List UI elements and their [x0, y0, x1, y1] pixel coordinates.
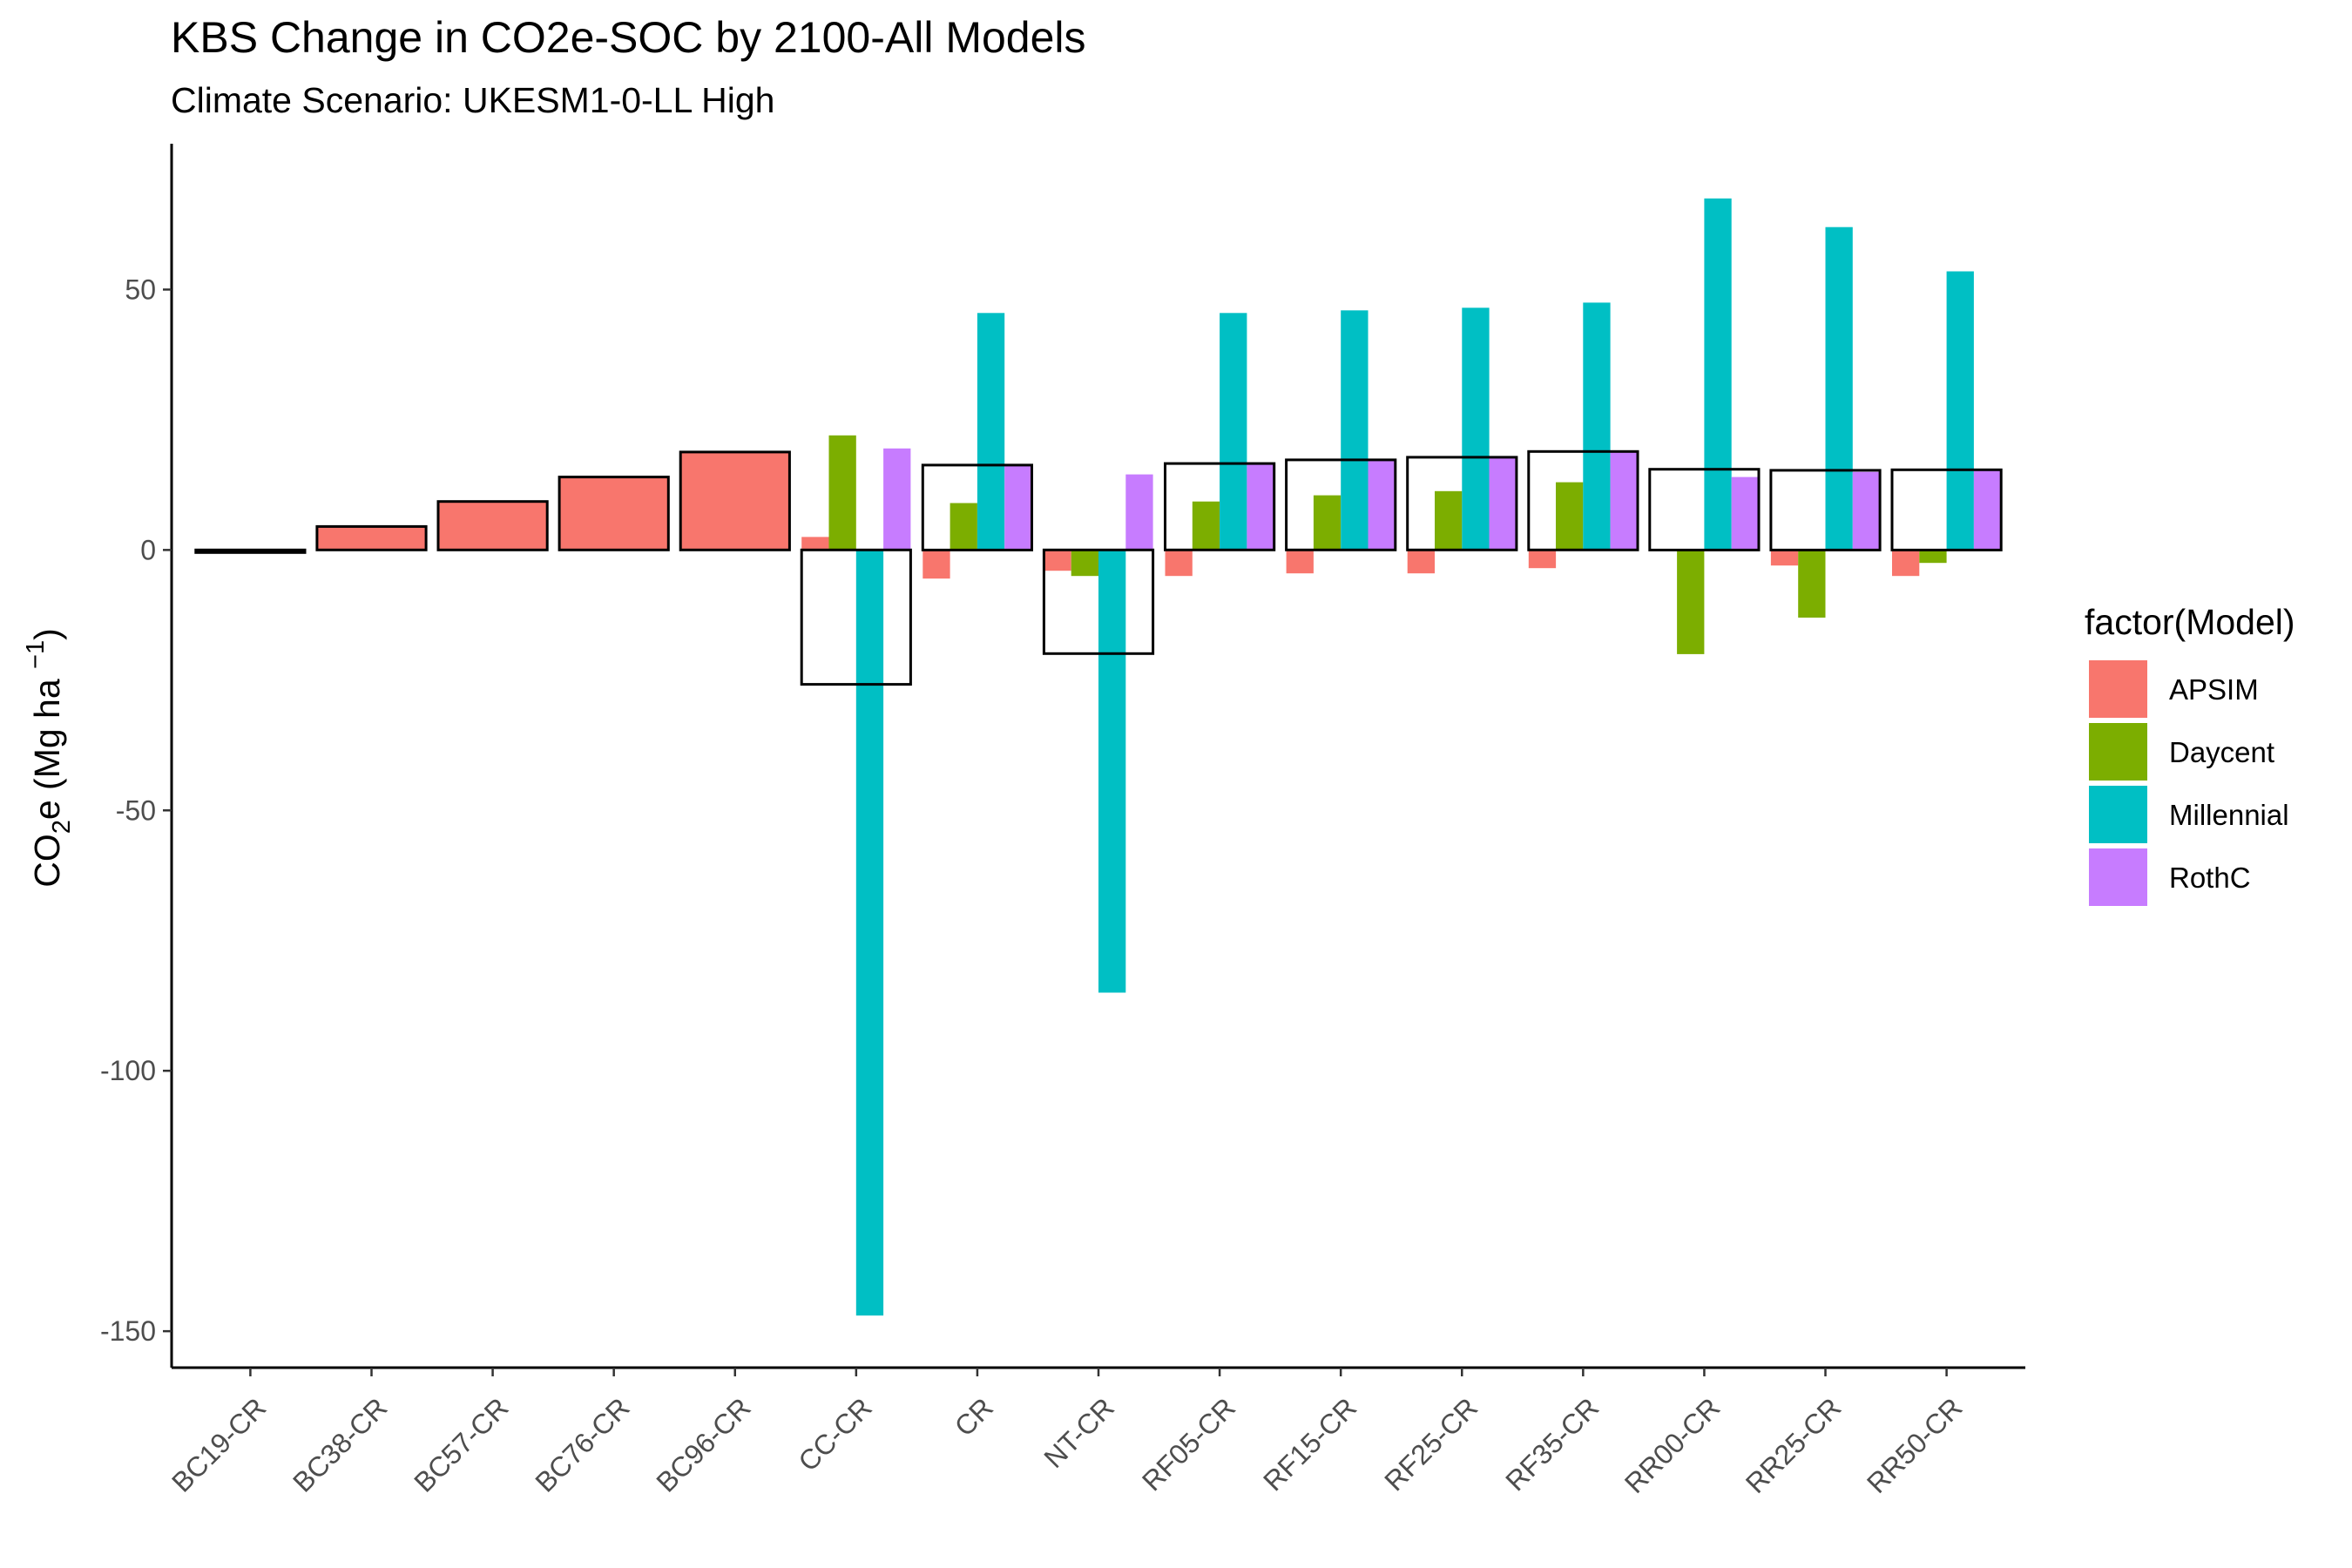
legend-label-millennial: Millennial	[2169, 799, 2289, 831]
bar-millennial-rf15-cr	[1341, 310, 1369, 551]
bar-daycent-nt-cr	[1071, 550, 1098, 577]
legend-key-millennial	[2089, 786, 2147, 843]
legend-label-apsim: APSIM	[2169, 673, 2259, 706]
x-tick-label: BC38-CR	[287, 1391, 393, 1497]
x-tick-label: RF15-CR	[1257, 1391, 1362, 1497]
mean-box-bc57-cr	[436, 500, 549, 551]
y-tick-label: -100	[100, 1055, 156, 1086]
bar-apsim-bc76-cr	[559, 476, 669, 551]
bar-rothc-rf05-cr	[1247, 463, 1274, 551]
bar-apsim-rf15-cr	[1286, 550, 1314, 574]
bar-apsim-rr25-cr	[1770, 550, 1799, 566]
legend-label-daycent: Daycent	[2169, 736, 2274, 768]
bar-rothc-rr50-cr	[1973, 469, 2002, 551]
bar-apsim-nt-cr	[1044, 550, 1071, 571]
bar-millennial-rf35-cr	[1583, 302, 1611, 551]
x-tick-label: BC57-CR	[408, 1391, 514, 1497]
x-tick-label: RF05-CR	[1136, 1391, 1241, 1497]
mean-box-rf35-cr	[1527, 449, 1639, 551]
y-tick-label: 50	[125, 274, 156, 305]
legend-key-daycent	[2089, 723, 2147, 781]
bar-rothc-rf35-cr	[1610, 452, 1638, 551]
mean-box-rf25-cr	[1406, 456, 1518, 551]
bar-rothc-cc-cr	[883, 448, 911, 551]
bar-rothc-rf25-cr	[1489, 457, 1517, 551]
x-tick-label: RR00-CR	[1619, 1391, 1727, 1499]
bar-millennial-rr50-cr	[1946, 271, 1974, 551]
bar-apsim-bc96-cr	[680, 451, 790, 551]
bar-millennial-rr25-cr	[1825, 226, 1853, 551]
legend-title: factor(Model)	[2085, 602, 2295, 642]
bar-daycent-cc-cr	[828, 435, 856, 551]
legend-label-rothc: RothC	[2169, 862, 2251, 894]
legend-key-rothc	[2089, 848, 2147, 906]
bar-daycent-rr50-cr	[1919, 550, 1947, 564]
legend: factor(Model) APSIM Daycent Millennial Roth…	[2085, 602, 2295, 906]
mean-box-cr	[921, 463, 1034, 551]
legend-key-apsim	[2089, 660, 2147, 718]
mean-box-rf05-cr	[1164, 462, 1276, 551]
y-tick-label: -50	[116, 794, 156, 826]
mean-box-bc38-cr	[315, 524, 428, 551]
bar-daycent-rr00-cr	[1677, 550, 1705, 654]
chart-subtitle: Climate Scenario: UKESM1-0-LL High	[171, 80, 775, 120]
mean-box-nt-cr	[1042, 548, 1155, 655]
x-tick-label: RR25-CR	[1740, 1391, 1848, 1499]
mean-box-rf15-cr	[1285, 458, 1397, 551]
chart-title: KBS Change in CO2e-SOC by 2100-All Model…	[171, 13, 1086, 62]
y-axis-label: CO2e (Mg ha −1)	[22, 628, 76, 888]
x-tick-label: BC96-CR	[650, 1391, 756, 1497]
mean-box-bc96-cr	[679, 450, 791, 551]
bar-rothc-nt-cr	[1125, 474, 1153, 551]
bar-daycent-rr25-cr	[1798, 550, 1826, 618]
bar-daycent-rf25-cr	[1435, 490, 1463, 551]
y-tick-label: -150	[100, 1315, 156, 1347]
x-tick-label: NT-CR	[1037, 1391, 1120, 1474]
bar-rothc-rr25-cr	[1852, 471, 1881, 551]
x-tick-label: BC19-CR	[166, 1391, 272, 1497]
bar-apsim-rr50-cr	[1892, 550, 1920, 577]
mean-box-bc76-cr	[558, 476, 670, 551]
bar-apsim-cr	[923, 550, 950, 579]
bar-rothc-rf15-cr	[1368, 460, 1396, 551]
bar-apsim-rf05-cr	[1165, 550, 1193, 577]
bar-millennial-nt-cr	[1098, 550, 1126, 993]
bar-apsim-cc-cr	[801, 537, 829, 551]
bar-apsim-rf35-cr	[1528, 550, 1557, 569]
bar-millennial-cc-cr	[855, 550, 884, 1316]
bar-daycent-rf05-cr	[1192, 501, 1220, 551]
bar-millennial-rf05-cr	[1220, 313, 1247, 551]
mean-box-rr50-cr	[1890, 468, 2003, 551]
bar-millennial-rr00-cr	[1704, 198, 1732, 551]
bar-rothc-cr	[1004, 464, 1032, 551]
mean-box-rr25-cr	[1769, 469, 1882, 551]
bar-apsim-rf25-cr	[1407, 550, 1435, 574]
mean-box-rr00-cr	[1648, 468, 1761, 551]
bar-apsim-bc38-cr	[316, 526, 427, 551]
y-tick-label: 0	[140, 534, 156, 565]
mean-box-bc19-cr	[194, 548, 307, 554]
bar-daycent-rf35-cr	[1556, 482, 1584, 551]
bar-rothc-rr00-cr	[1731, 476, 1759, 551]
x-tick-label: CR	[949, 1391, 999, 1442]
axes-layer: 50 0 -50 -100 -150 BC19-CR BC38-CR BC57-CR BC76-…	[100, 144, 2025, 1499]
x-tick-label: RR50-CR	[1861, 1391, 1969, 1499]
x-tick-label: BC76-CR	[529, 1391, 635, 1497]
mean-box-cc-cr	[800, 548, 912, 686]
bar-apsim-bc57-cr	[438, 501, 548, 551]
x-tick-label: CC-CR	[792, 1391, 877, 1477]
ensemble-mean-layer	[194, 449, 2003, 686]
x-tick-label: RF25-CR	[1378, 1391, 1484, 1497]
bar-millennial-rf25-cr	[1462, 308, 1490, 551]
bars-layer	[195, 198, 2002, 1316]
bar-millennial-cr	[977, 313, 1005, 551]
x-tick-label: RF35-CR	[1499, 1391, 1605, 1497]
bar-daycent-rf15-cr	[1313, 495, 1342, 551]
bar-daycent-cr	[950, 503, 977, 551]
